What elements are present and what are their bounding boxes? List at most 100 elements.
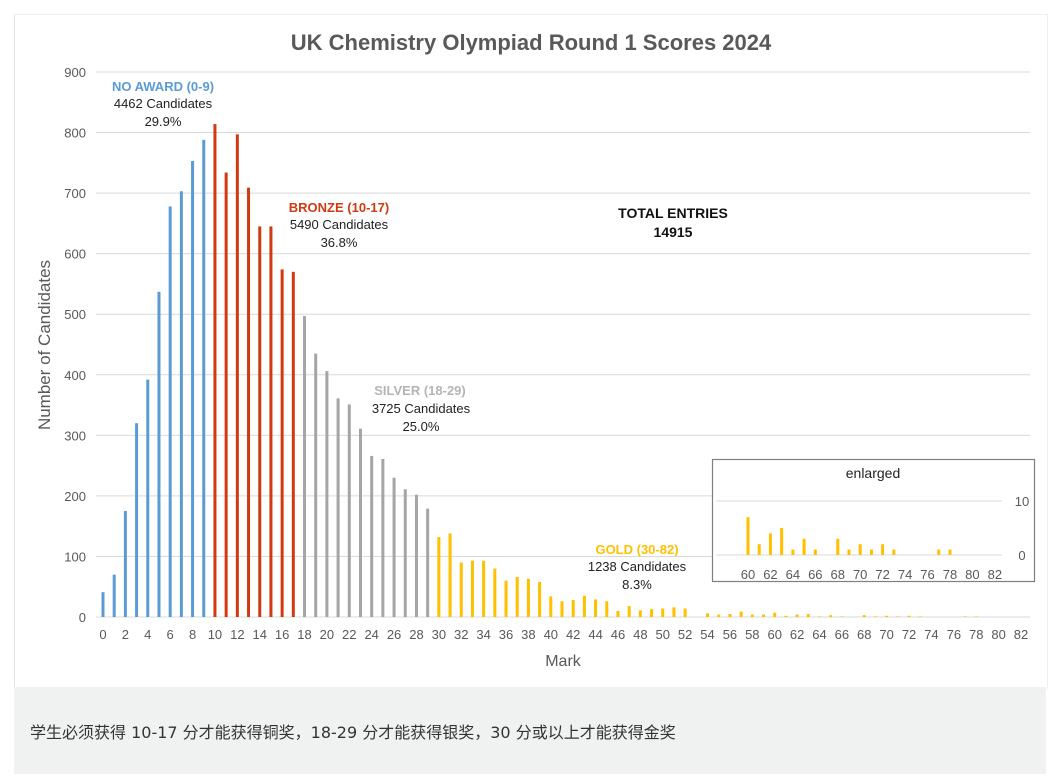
bar-mark-62 xyxy=(795,614,799,617)
bar-mark-43 xyxy=(582,595,586,617)
bar-mark-4 xyxy=(146,379,150,617)
silver-count: 3725 Candidates xyxy=(372,401,471,416)
bar-mark-37 xyxy=(515,577,519,617)
bar-mark-34 xyxy=(482,560,486,617)
x-tick-label: 36 xyxy=(499,627,513,642)
x-tick-label: 30 xyxy=(432,627,446,642)
bar-mark-18 xyxy=(303,316,307,617)
inset-x-tick-label: 74 xyxy=(898,567,912,582)
silver-label: SILVER (18-29) xyxy=(374,383,466,398)
bar-mark-11 xyxy=(224,172,228,617)
x-tick-label: 4 xyxy=(144,627,151,642)
bar-mark-17 xyxy=(291,271,295,617)
bar-mark-77 xyxy=(963,616,967,617)
inset-bar-mark-63 xyxy=(780,528,784,555)
histogram-chart: 0 2 4 6 8 10 12 14 16 18 20 22 24 26 28 30 32 34 36 38 40 42 4… xyxy=(35,30,1036,670)
bronze-label: BRONZE (10-17) xyxy=(289,200,389,215)
bar-mark-68 xyxy=(862,615,866,617)
bar-mark-16 xyxy=(280,269,284,617)
bar-mark-64 xyxy=(817,616,821,617)
inset-x-tick-label: 62 xyxy=(763,567,777,582)
x-tick-label: 60 xyxy=(767,627,781,642)
x-tick-label: 12 xyxy=(230,627,244,642)
x-tick-label: 64 xyxy=(812,627,826,642)
y-tick-label: 100 xyxy=(64,549,86,564)
bar-mark-72 xyxy=(907,615,911,617)
x-tick-label: 82 xyxy=(1014,627,1028,642)
x-axis-label: Mark xyxy=(545,653,582,670)
bar-mark-5 xyxy=(157,291,161,617)
bar-mark-30 xyxy=(437,537,441,617)
bar-mark-13 xyxy=(247,187,251,617)
total-entries-value: 14915 xyxy=(654,224,693,240)
x-tick-label: 46 xyxy=(611,627,625,642)
gold-label: GOLD (30-82) xyxy=(595,542,678,557)
bar-mark-69 xyxy=(873,616,877,617)
y-tick-label: 400 xyxy=(64,368,86,383)
bronze-count: 5490 Candidates xyxy=(290,217,389,232)
bar-mark-47 xyxy=(627,606,631,617)
bar-mark-0 xyxy=(101,592,105,617)
bar-mark-2 xyxy=(123,511,127,617)
bar-mark-7 xyxy=(179,191,183,618)
bar-mark-21 xyxy=(336,398,340,617)
bar-mark-35 xyxy=(493,568,497,617)
no-award-percent: 29.9% xyxy=(145,114,182,129)
inset-frame xyxy=(711,458,1036,583)
inset-title: enlarged xyxy=(846,465,901,481)
x-tick-label: 8 xyxy=(189,627,196,642)
x-tick-label: 32 xyxy=(454,627,468,642)
bar-mark-63 xyxy=(806,613,810,617)
bar-mark-14 xyxy=(258,226,262,617)
inset-bar-mark-69 xyxy=(847,549,851,555)
x-tick-label: 78 xyxy=(969,627,983,642)
bar-mark-78 xyxy=(974,616,978,617)
inset-x-tick-label: 82 xyxy=(988,567,1002,582)
x-tick-label: 66 xyxy=(835,627,849,642)
x-tick-label: 24 xyxy=(364,627,378,642)
inset-x-tick-label: 78 xyxy=(943,567,957,582)
inset-y-tick-label: 10 xyxy=(1015,494,1029,509)
bar-mark-52 xyxy=(683,608,687,617)
inset-bar-mark-66 xyxy=(813,549,817,555)
bar-mark-15 xyxy=(269,226,273,617)
total-entries-label: TOTAL ENTRIES xyxy=(618,205,728,221)
bar-mark-70 xyxy=(885,615,889,617)
bar-mark-44 xyxy=(594,599,598,617)
y-tick-label: 900 xyxy=(64,65,86,80)
x-tick-label: 44 xyxy=(588,627,602,642)
x-tick-label: 10 xyxy=(208,627,222,642)
bar-mark-6 xyxy=(168,206,172,617)
y-tick-label: 200 xyxy=(64,489,86,504)
bar-mark-54 xyxy=(706,613,710,617)
inset-chart: enlarged 60 62 64 66 68 70 72 74 76 78 80 82 0 10 xyxy=(711,458,1036,583)
x-tick-label: 54 xyxy=(700,627,714,642)
bar-mark-71 xyxy=(896,616,900,617)
y-tick-label: 500 xyxy=(64,307,86,322)
no-award-label: NO AWARD (0-9) xyxy=(112,79,214,94)
inset-bar-mark-65 xyxy=(802,538,806,555)
x-tick-label: 34 xyxy=(476,627,490,642)
x-tick-label: 76 xyxy=(947,627,961,642)
inset-bar-mark-70 xyxy=(858,544,862,555)
inset-bar-mark-62 xyxy=(768,533,772,555)
bronze-percent: 36.8% xyxy=(321,235,358,250)
x-tick-label: 74 xyxy=(924,627,938,642)
inset-bar-mark-64 xyxy=(791,549,795,555)
bar-mark-61 xyxy=(784,615,788,617)
inset-bar-mark-71 xyxy=(869,549,873,555)
y-tick-label: 300 xyxy=(64,428,86,443)
x-tick-label: 48 xyxy=(633,627,647,642)
inset-x-tick-label: 68 xyxy=(831,567,845,582)
bar-mark-25 xyxy=(381,458,385,617)
bar-mark-33 xyxy=(470,560,474,617)
x-tick-label: 6 xyxy=(167,627,174,642)
inset-x-tick-label: 60 xyxy=(741,567,755,582)
y-tick-label: 0 xyxy=(79,610,86,625)
x-tick-label: 68 xyxy=(857,627,871,642)
silver-percent: 25.0% xyxy=(403,419,440,434)
x-tick-label: 0 xyxy=(99,627,106,642)
inset-bar-mark-61 xyxy=(757,544,761,555)
bar-mark-45 xyxy=(605,601,609,617)
bar-mark-38 xyxy=(526,578,530,617)
